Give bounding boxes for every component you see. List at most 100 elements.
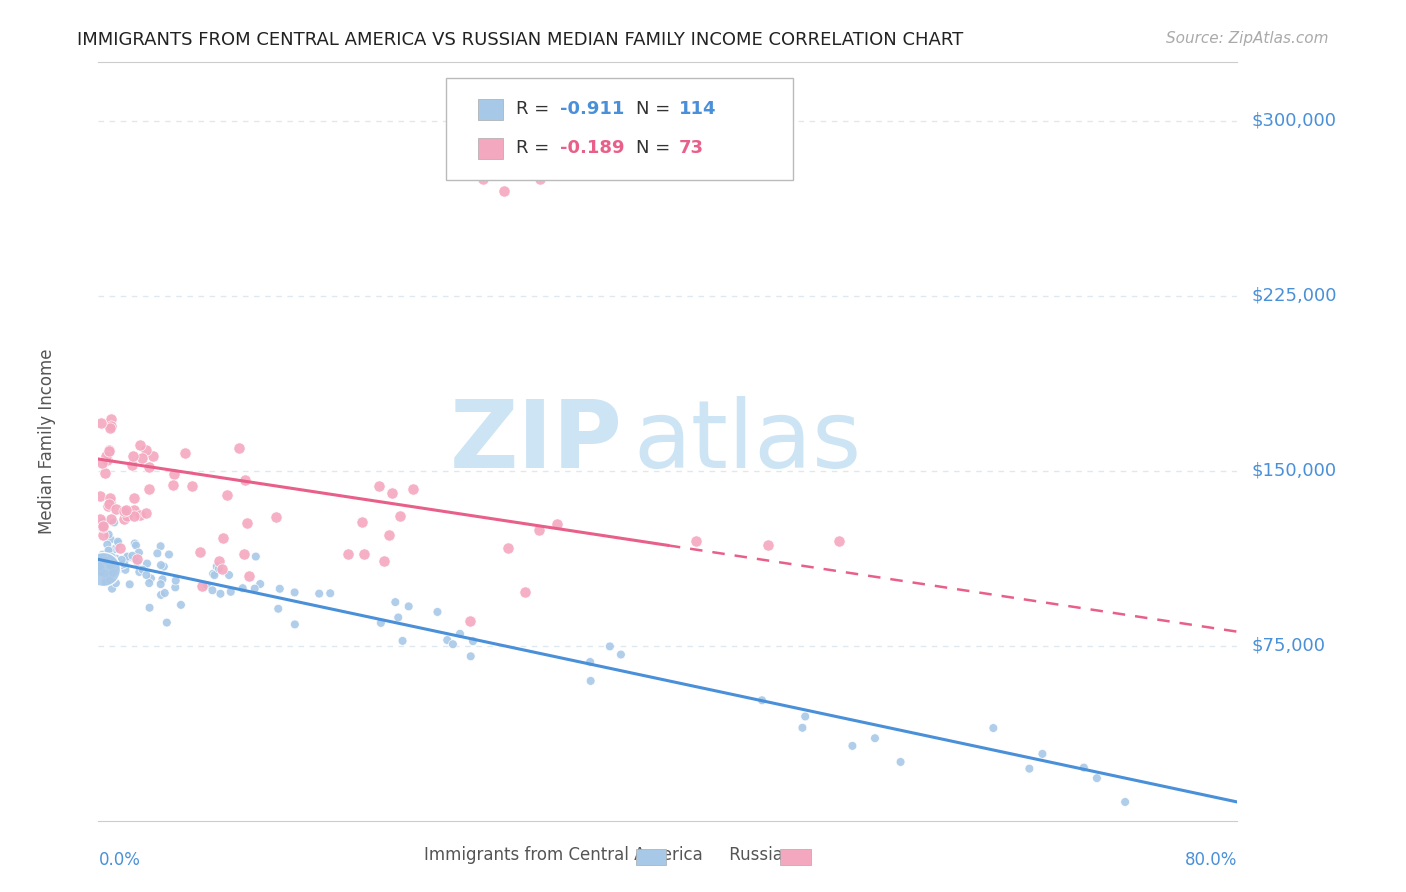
Point: [98, 552, 121, 566]
Point: [441, 637, 464, 651]
Point: [162, 478, 184, 492]
Point: [111, 553, 134, 567]
Point: [460, 649, 482, 664]
Point: [269, 582, 291, 596]
Point: [91, 520, 114, 534]
Point: [97, 543, 120, 558]
Point: [236, 516, 259, 530]
Point: [249, 577, 271, 591]
Point: [96, 449, 118, 463]
Point: [97, 443, 120, 458]
Point: [98, 497, 121, 511]
Point: [367, 479, 389, 493]
Point: [146, 546, 169, 560]
Text: $75,000: $75,000: [1251, 637, 1326, 655]
Point: [245, 549, 267, 564]
Point: [208, 561, 231, 575]
Point: [124, 509, 146, 524]
Point: [319, 586, 342, 600]
Point: [238, 568, 260, 582]
Point: [98, 444, 121, 458]
Point: [337, 547, 360, 561]
Point: [195, 578, 218, 592]
Point: [402, 483, 425, 497]
Text: N =: N =: [636, 139, 676, 157]
Point: [165, 580, 187, 594]
Point: [89, 490, 111, 504]
Point: [138, 483, 160, 497]
Point: [91, 514, 114, 528]
Point: [165, 574, 187, 588]
Point: [101, 559, 124, 574]
Point: [211, 562, 233, 576]
Point: [152, 572, 174, 586]
Point: [228, 441, 250, 455]
Point: [792, 721, 814, 735]
Point: [1018, 762, 1040, 776]
FancyBboxPatch shape: [446, 78, 793, 180]
Point: [107, 536, 129, 550]
Point: [89, 559, 111, 574]
Point: [112, 511, 135, 525]
Point: [90, 565, 112, 579]
Point: [93, 566, 115, 581]
Text: R =: R =: [516, 139, 555, 157]
Point: [494, 184, 516, 198]
Point: [91, 518, 114, 533]
Point: [180, 479, 202, 493]
Point: [449, 626, 471, 640]
Point: [384, 595, 406, 609]
Point: [122, 491, 145, 505]
Point: [610, 648, 633, 662]
Point: [308, 586, 330, 600]
Point: [204, 568, 226, 582]
Point: [121, 458, 143, 472]
Point: [100, 512, 122, 526]
Point: [353, 547, 375, 561]
Point: [128, 438, 150, 452]
Point: [153, 559, 176, 574]
Point: [471, 172, 494, 186]
Point: [191, 579, 214, 593]
Point: [756, 538, 779, 552]
Text: -0.911: -0.911: [560, 101, 624, 119]
Point: [98, 574, 121, 588]
Point: [890, 755, 912, 769]
Point: [1031, 747, 1053, 761]
Point: [828, 533, 851, 548]
Point: [104, 502, 127, 516]
Point: [267, 601, 290, 615]
Point: [529, 523, 551, 537]
Point: [426, 605, 449, 619]
Point: [104, 564, 127, 578]
Point: [100, 533, 122, 547]
Point: [121, 549, 143, 563]
Point: [149, 539, 172, 553]
Point: [163, 467, 186, 482]
Point: [170, 598, 193, 612]
Point: [100, 412, 122, 426]
Point: [173, 445, 195, 459]
Point: [91, 548, 114, 562]
Text: 0.0%: 0.0%: [98, 851, 141, 869]
Point: [513, 585, 536, 599]
Text: $300,000: $300,000: [1251, 112, 1336, 129]
Point: [107, 534, 129, 549]
Point: [685, 533, 707, 548]
Point: [215, 487, 238, 501]
Point: [529, 172, 551, 186]
Point: [98, 558, 121, 573]
Point: [100, 419, 122, 434]
Point: [101, 560, 124, 574]
Point: [579, 655, 602, 669]
Point: [98, 421, 121, 435]
Point: [389, 509, 412, 524]
Text: $150,000: $150,000: [1251, 462, 1336, 480]
Point: [103, 560, 125, 574]
Point: [373, 554, 395, 568]
Text: atlas: atlas: [634, 395, 862, 488]
Point: [101, 566, 124, 580]
Point: [579, 673, 602, 688]
Point: [89, 559, 111, 574]
Text: Median Family Income: Median Family Income: [38, 349, 56, 534]
